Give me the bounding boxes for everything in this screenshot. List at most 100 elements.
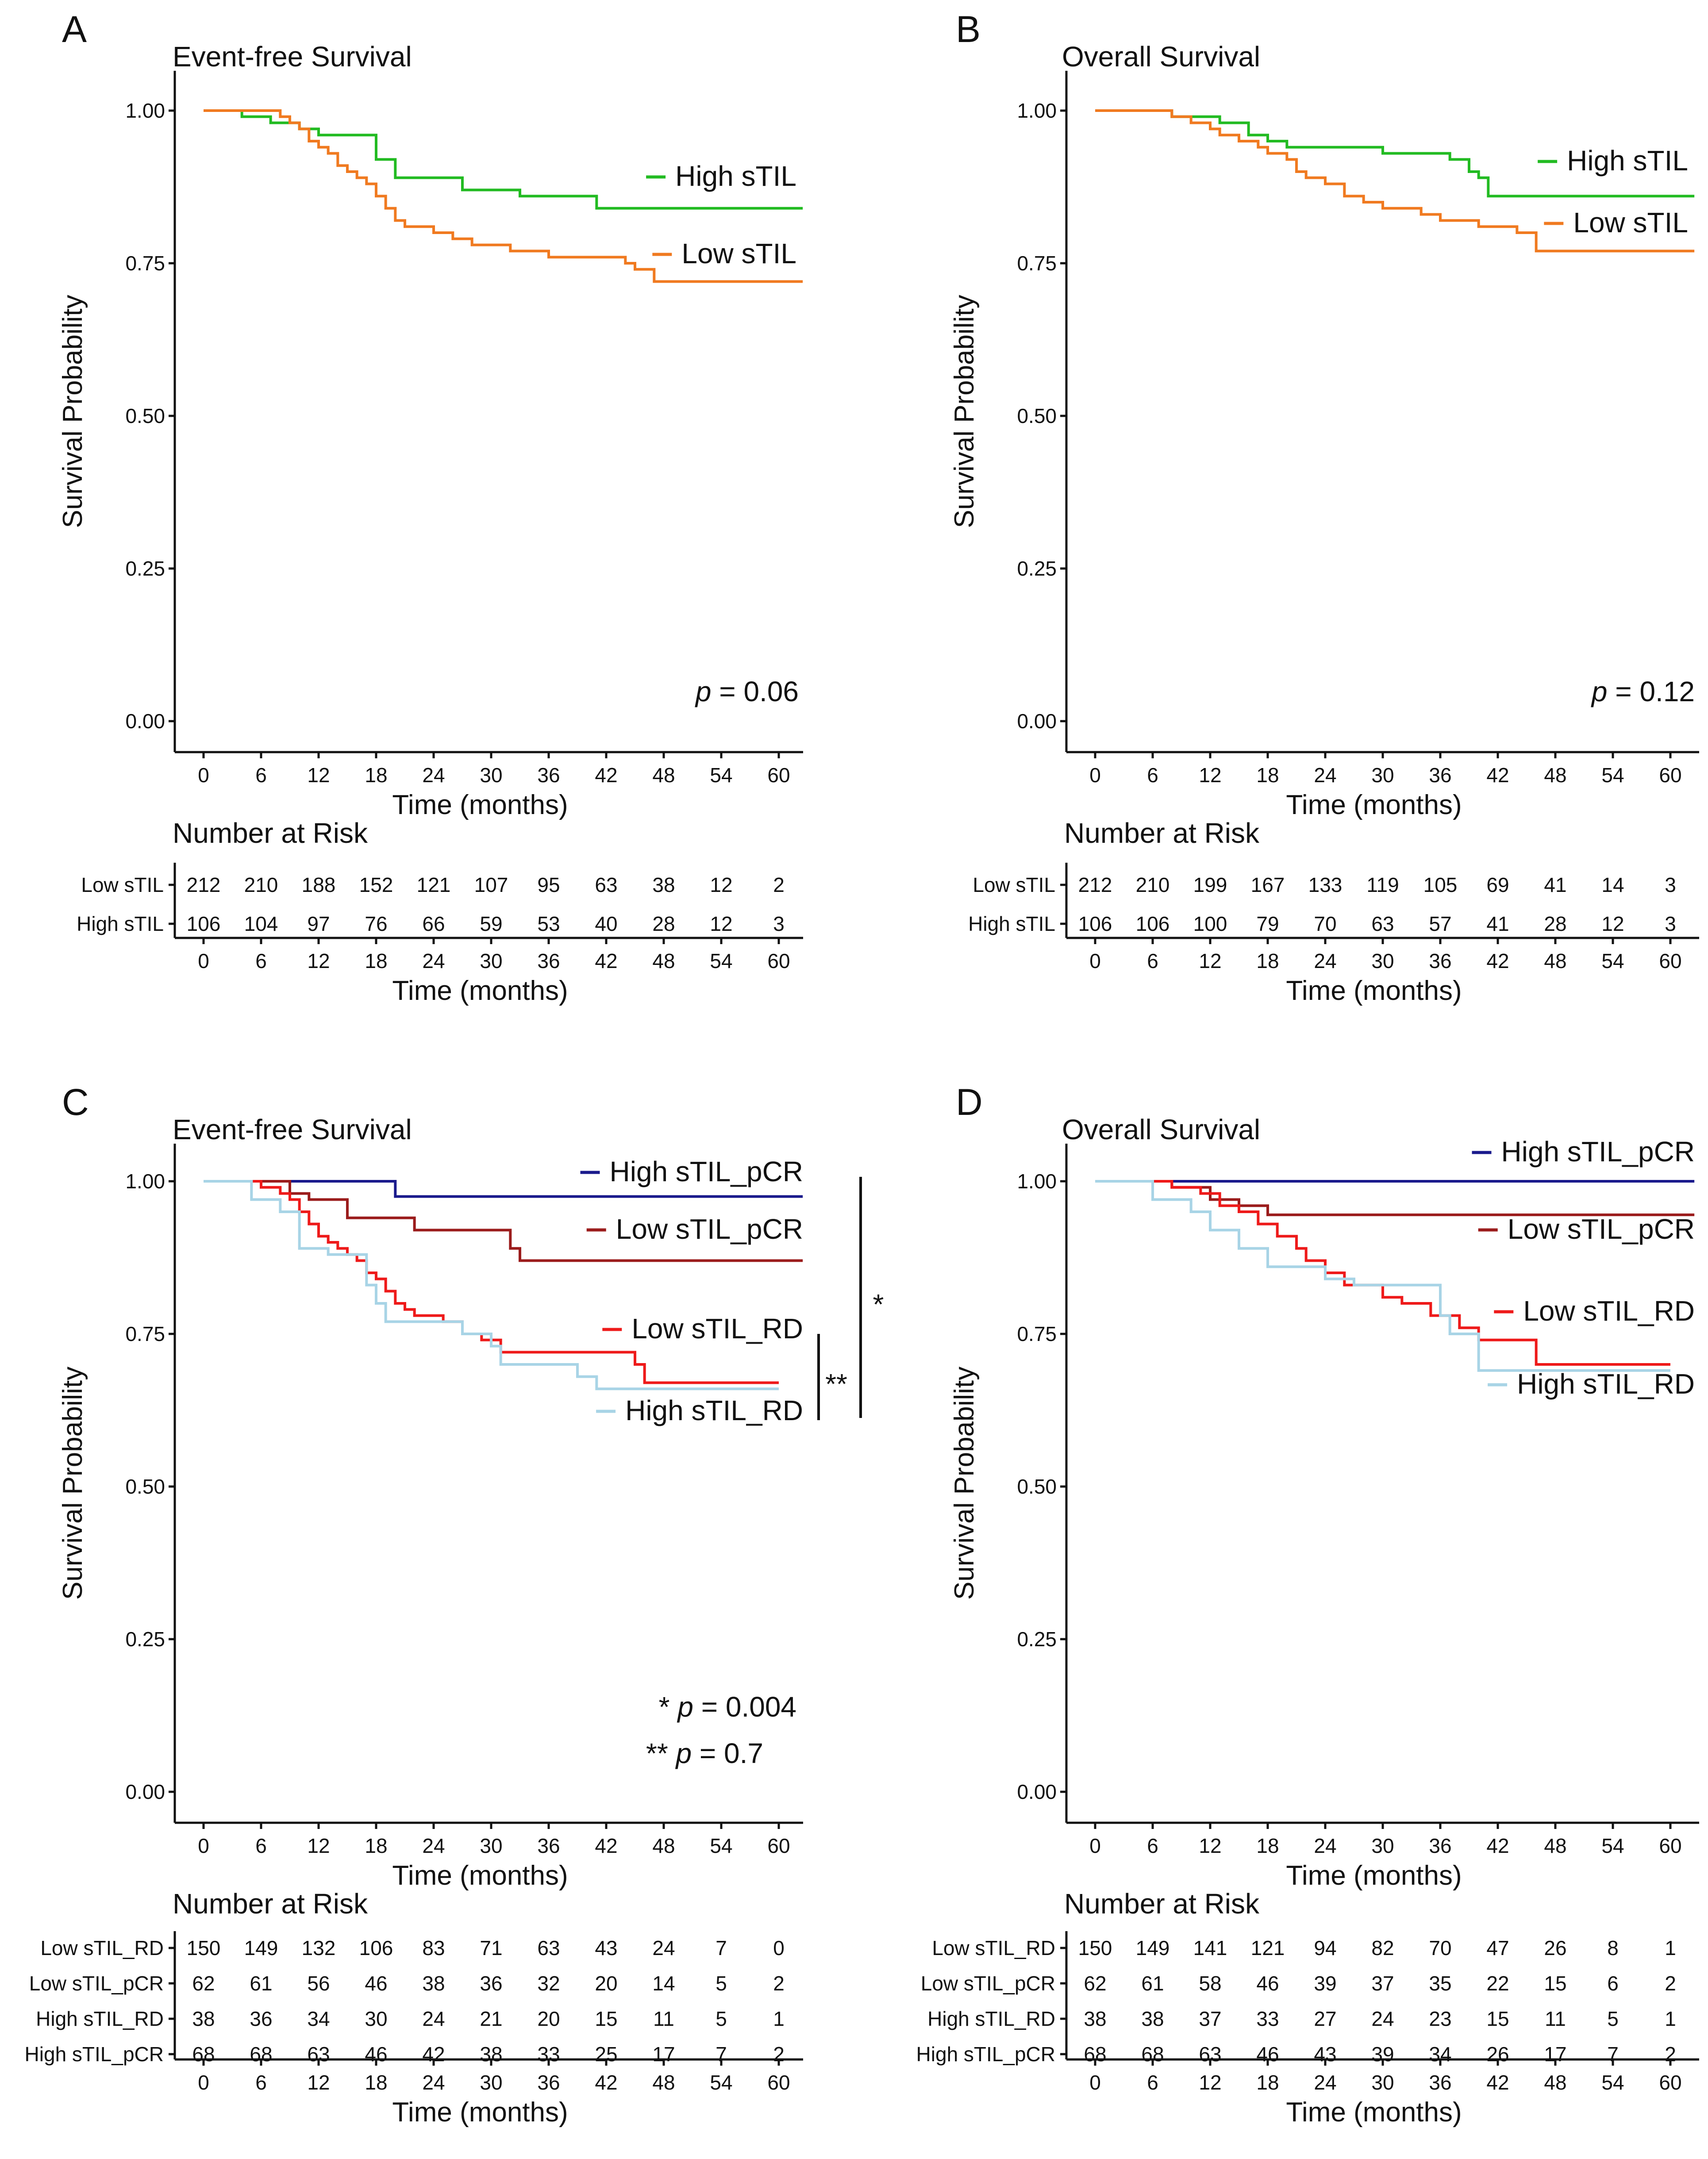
risk-count: 69: [1486, 873, 1509, 896]
risk-x-tick-label: 42: [1486, 2071, 1509, 2094]
p-value-text: * p = 0.004: [659, 1691, 796, 1723]
y-tick-label: 0.00: [125, 1780, 165, 1803]
x-tick-label: 54: [1601, 1834, 1624, 1857]
risk-count: 106: [187, 912, 221, 935]
p-value-text: p = 0.06: [695, 676, 799, 707]
x-tick-label: 0: [1089, 764, 1101, 787]
risk-x-tick-label: 36: [537, 949, 560, 972]
y-tick-label: 0.50: [1017, 1475, 1057, 1498]
risk-x-tick-label: 18: [365, 949, 387, 972]
risk-count: 20: [537, 2007, 560, 2030]
risk-x-tick-label: 36: [537, 2071, 560, 2094]
risk-count: 106: [1078, 912, 1112, 935]
risk-count: 11: [653, 2007, 674, 2030]
risk-count: 38: [192, 2007, 215, 2030]
risk-x-tick-label: 54: [1601, 2071, 1624, 2094]
risk-x-tick-label: 54: [1601, 949, 1624, 972]
x-axis-label: Time (months): [392, 1860, 568, 1891]
x-tick-label: 30: [480, 764, 502, 787]
risk-count: 20: [595, 1972, 617, 1995]
y-tick-label: 0.25: [1017, 557, 1057, 580]
x-tick-label: 24: [422, 764, 445, 787]
x-tick-label: 24: [1314, 1834, 1336, 1857]
risk-table-title: Number at Risk: [173, 817, 368, 849]
legend-label-low-stil-pcr: Low sTIL_pCR: [1508, 1213, 1695, 1245]
legend-label-high-stil-rd: High sTIL_RD: [625, 1395, 803, 1426]
km-curve-low-stil-rd: [204, 1180, 779, 1384]
legend-label-low-stil: Low sTIL: [681, 238, 796, 269]
risk-count: 94: [1314, 1936, 1336, 1959]
risk-count: 6: [1607, 1972, 1619, 1995]
risk-count: 62: [1084, 1972, 1106, 1995]
risk-x-tick-label: 48: [1544, 949, 1566, 972]
p-italic: p: [695, 676, 712, 707]
x-tick-label: 48: [652, 764, 675, 787]
x-tick-label: 6: [255, 1834, 267, 1857]
risk-count: 22: [1486, 1972, 1509, 1995]
significance-label: *: [873, 1288, 884, 1320]
risk-count: 63: [1371, 912, 1394, 935]
x-tick-label: 60: [767, 764, 790, 787]
risk-count: 0: [773, 1936, 785, 1959]
y-tick-label: 0.50: [125, 1475, 165, 1498]
risk-count: 61: [1141, 1972, 1164, 1995]
x-tick-label: 24: [422, 1834, 445, 1857]
y-tick-label: 0.25: [125, 557, 165, 580]
risk-count: 76: [365, 912, 387, 935]
risk-x-tick-label: 36: [1429, 949, 1451, 972]
risk-x-tick-label: 24: [422, 949, 445, 972]
x-tick-label: 0: [198, 1834, 209, 1857]
risk-count: 66: [422, 912, 445, 935]
panel-letter: B: [956, 8, 981, 50]
risk-x-tick-label: 24: [1314, 949, 1336, 972]
risk-count: 5: [716, 1972, 727, 1995]
x-tick-label: 6: [255, 764, 267, 787]
y-axis-label: Survival Probability: [58, 295, 88, 528]
x-tick-label: 48: [1544, 764, 1566, 787]
y-tick-label: 0.50: [1017, 404, 1057, 427]
risk-x-tick-label: 42: [1486, 949, 1509, 972]
x-tick-label: 30: [480, 1834, 502, 1857]
risk-count: 27: [1314, 2007, 1336, 2030]
risk-count: 2: [1665, 1972, 1676, 1995]
risk-count: 7: [716, 1936, 727, 1959]
risk-x-tick-label: 18: [1256, 2071, 1279, 2094]
risk-x-tick-label: 12: [1199, 2071, 1221, 2094]
chart-title: Event-free Survival: [173, 41, 412, 73]
x-tick-label: 36: [1429, 764, 1451, 787]
risk-count: 150: [187, 1936, 221, 1959]
risk-count: 33: [1256, 2007, 1279, 2030]
x-axis-label: Time (months): [1286, 1860, 1462, 1891]
risk-row-label: Low sTIL: [973, 873, 1055, 896]
risk-x-tick-label: 30: [1371, 2071, 1394, 2094]
risk-count: 150: [1078, 1936, 1112, 1959]
x-tick-label: 54: [1601, 764, 1624, 787]
risk-x-tick-label: 42: [595, 949, 617, 972]
risk-x-tick-label: 54: [710, 2071, 732, 2094]
risk-x-tick-label: 0: [198, 949, 209, 972]
x-tick-label: 42: [1486, 1834, 1509, 1857]
risk-count: 12: [710, 873, 732, 896]
y-tick-label: 0.00: [1017, 1780, 1057, 1803]
risk-count: 30: [365, 2007, 387, 2030]
km-curve-low-stil: [204, 109, 803, 283]
risk-count: 15: [595, 2007, 617, 2030]
risk-count: 14: [1601, 873, 1624, 896]
y-tick-label: 0.00: [1017, 710, 1057, 733]
x-tick-label: 60: [1659, 764, 1681, 787]
p-italic: p: [1591, 676, 1608, 707]
y-axis-label: Survival Probability: [58, 1367, 88, 1600]
risk-count: 34: [307, 2007, 330, 2030]
x-tick-label: 6: [1147, 764, 1158, 787]
risk-row-label: Low sTIL_pCR: [921, 1972, 1055, 1995]
risk-x-tick-label: 30: [1371, 949, 1394, 972]
risk-x-tick-label: 48: [652, 2071, 675, 2094]
x-tick-label: 12: [1199, 1834, 1221, 1857]
risk-count: 121: [1251, 1936, 1285, 1959]
x-tick-label: 60: [767, 1834, 790, 1857]
chart-title: Event-free Survival: [173, 1114, 412, 1145]
risk-count: 8: [1607, 1936, 1619, 1959]
risk-x-tick-label: 60: [767, 949, 790, 972]
risk-x-tick-label: 60: [767, 2071, 790, 2094]
